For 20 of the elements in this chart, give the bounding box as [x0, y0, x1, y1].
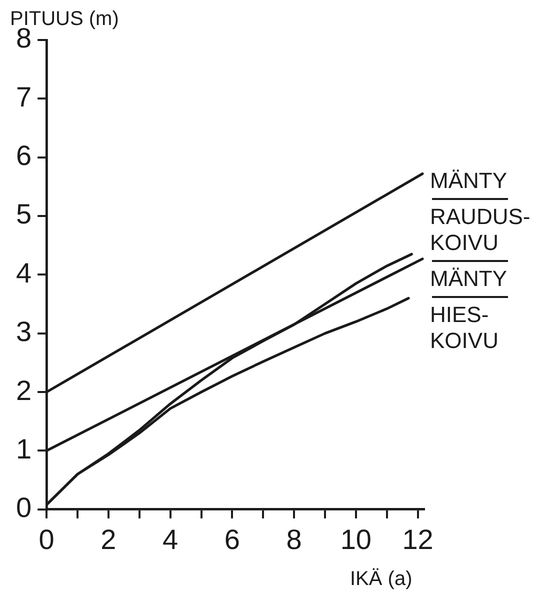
text: HIES-KOIVU: [430, 302, 498, 354]
x-tick-label: 8: [286, 524, 302, 555]
x-tick-label: 2: [100, 524, 116, 555]
x-tick-label: 12: [402, 524, 434, 555]
y-tick-label: 4: [16, 257, 32, 288]
text: MÄNTY: [430, 168, 507, 194]
x-tick-label: 6: [224, 524, 240, 555]
y-tick-label: 0: [16, 492, 32, 524]
x-axis-title: IKÄ (a): [350, 568, 412, 591]
y-tick-label: 1: [16, 433, 32, 464]
y-tick-label: 6: [16, 140, 32, 172]
text: RAUDUS-KOIVU: [430, 204, 530, 256]
x-tick-label: 0: [38, 524, 54, 555]
x-tick-label: 4: [162, 524, 178, 555]
y-tick-label: 5: [16, 198, 32, 230]
y-tick-label: 3: [16, 316, 32, 348]
y-tick-label: 7: [16, 81, 32, 112]
y-tick-label: 2: [16, 374, 32, 406]
text: MÄNTY: [430, 266, 507, 292]
x-tick-label: 10: [340, 524, 372, 555]
